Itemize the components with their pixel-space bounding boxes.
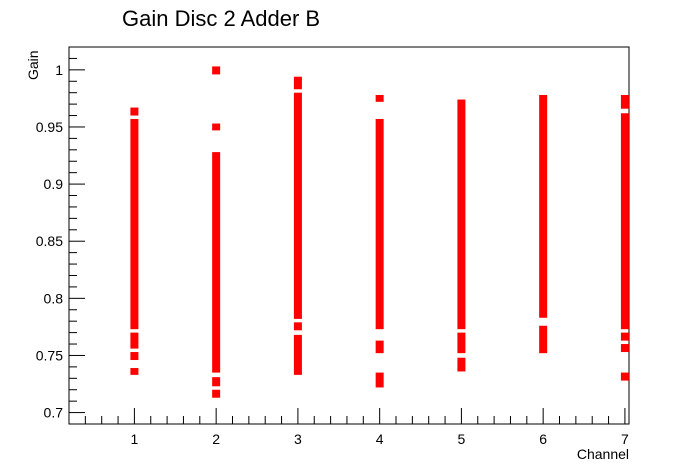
y-tick-label: 1: [55, 62, 63, 78]
data-point: [212, 152, 221, 373]
x-axis-ticks: 1 2 3 4 5 6 7: [84, 408, 629, 447]
data-point: [375, 94, 384, 102]
data-point: [539, 325, 548, 354]
y-tick-label: 0.85: [36, 233, 63, 249]
data-point: [212, 123, 221, 131]
data-point: [375, 340, 384, 354]
x-axis-title: Channel: [577, 446, 629, 462]
data-point: [620, 372, 629, 381]
data-point: [620, 94, 629, 109]
data-point: [457, 332, 466, 354]
data-points: [130, 66, 629, 398]
y-axis-ticks: 0.7 0.75 0.8 0.85 0.9 0.95 1: [36, 46, 85, 425]
data-point: [620, 332, 629, 341]
y-tick-label: 0.95: [36, 119, 63, 135]
data-point: [293, 334, 302, 375]
x-tick-label: 7: [621, 431, 629, 447]
data-point: [539, 94, 548, 318]
data-point: [130, 352, 139, 361]
data-point: [130, 368, 139, 375]
x-tick-label: 5: [458, 431, 466, 447]
y-tick-label: 0.9: [44, 176, 64, 192]
data-point: [212, 377, 221, 387]
data-point: [212, 66, 221, 75]
chart-title: Gain Disc 2 Adder B: [122, 6, 320, 31]
data-point: [130, 107, 139, 116]
data-point: [293, 92, 302, 319]
data-point: [293, 322, 302, 331]
y-tick-label: 0.7: [44, 405, 64, 421]
y-tick-label: 0.75: [36, 347, 63, 363]
x-tick-label: 2: [212, 431, 220, 447]
y-axis-title: Gain: [25, 50, 41, 80]
data-point: [457, 357, 466, 372]
data-point: [375, 118, 384, 330]
data-point: [130, 118, 139, 330]
data-point: [130, 332, 139, 349]
y-tick-label: 0.8: [44, 290, 64, 306]
data-point: [212, 389, 221, 398]
x-tick-label: 1: [131, 431, 139, 447]
data-point: [620, 344, 629, 353]
data-point: [293, 76, 302, 90]
x-tick-label: 4: [376, 431, 384, 447]
data-point: [620, 113, 629, 330]
x-tick-label: 6: [539, 431, 547, 447]
x-tick-label: 3: [294, 431, 302, 447]
plot-frame: [68, 46, 630, 425]
data-point: [375, 372, 384, 388]
data-point: [457, 99, 466, 330]
